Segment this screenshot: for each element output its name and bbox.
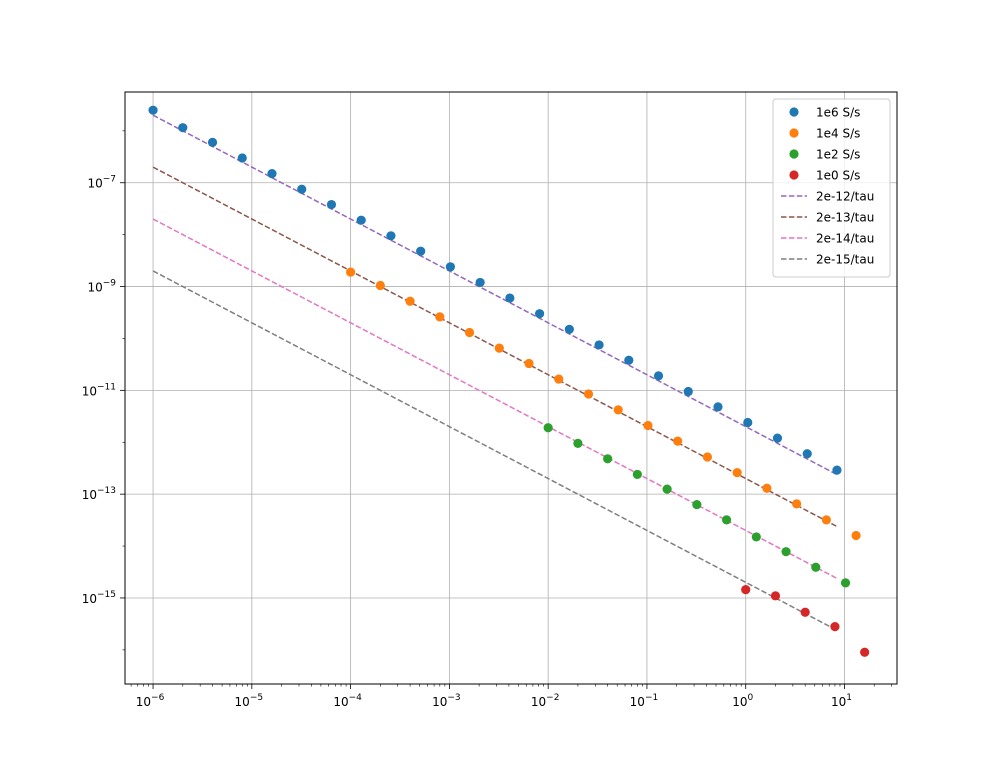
data-point xyxy=(475,277,485,288)
y-tick-label: 10−11 xyxy=(82,382,116,398)
data-point xyxy=(732,468,742,478)
data-point xyxy=(535,309,545,319)
x-tick-label: 10−4 xyxy=(333,693,362,709)
data-point xyxy=(613,405,623,415)
data-point xyxy=(741,584,751,595)
data-point xyxy=(445,262,456,272)
data-point xyxy=(603,454,613,464)
data-point xyxy=(692,499,702,510)
y-tick-label: 10−7 xyxy=(87,175,116,191)
data-point xyxy=(543,423,553,433)
data-point xyxy=(564,324,574,334)
data-point xyxy=(830,622,840,632)
axis-ticks: 10−6 10−5 10−4 10−3 10−2 10−1 100 101 10−15 10−13… xyxy=(82,130,892,709)
plot-frame xyxy=(124,91,898,685)
legend-point-marker xyxy=(789,128,799,138)
x-tick-label: 10−6 xyxy=(136,693,165,709)
legend-label: 2e-13/tau xyxy=(816,211,874,225)
data-point xyxy=(594,340,604,350)
data-point xyxy=(653,371,664,381)
data-point xyxy=(583,389,594,399)
data-point xyxy=(148,105,158,115)
data-point xyxy=(792,499,802,509)
data-point xyxy=(416,246,426,256)
data-point xyxy=(770,591,781,601)
data-points xyxy=(148,105,870,657)
x-tick-label: 10−3 xyxy=(432,693,461,709)
data-point xyxy=(494,343,504,353)
data-point xyxy=(743,417,753,428)
data-point xyxy=(624,355,634,365)
data-point xyxy=(800,607,810,617)
legend-label: 2e-12/tau xyxy=(816,190,874,204)
fit-line-7 xyxy=(152,270,838,631)
data-point xyxy=(643,420,653,431)
data-point xyxy=(573,438,583,449)
y-tick-label: 10−15 xyxy=(82,590,116,606)
data-point xyxy=(632,469,642,480)
data-point xyxy=(721,515,732,525)
legend-box xyxy=(772,98,891,278)
data-point xyxy=(524,358,534,369)
data-point xyxy=(662,484,672,494)
data-point xyxy=(464,327,475,338)
data-point xyxy=(178,123,188,133)
x-tick-label: 10−1 xyxy=(630,693,659,709)
legend-point-marker xyxy=(789,107,799,117)
data-point xyxy=(346,267,356,277)
data-point xyxy=(435,312,445,322)
data-point xyxy=(851,530,861,541)
data-point xyxy=(326,199,337,210)
data-point xyxy=(207,137,218,147)
data-point xyxy=(840,578,851,588)
data-point xyxy=(386,231,396,241)
data-point xyxy=(702,452,713,462)
legend-label: 1e0 S/s xyxy=(816,169,860,183)
legend: 1e6 S/s 1e4 S/s 1e2 S/s 1e0 S/s 2e-12/tau 2e-… xyxy=(772,98,891,278)
data-point xyxy=(673,436,683,446)
legend-label: 1e4 S/s xyxy=(816,127,860,141)
data-point xyxy=(802,449,812,459)
x-tick-label: 100 xyxy=(732,693,753,709)
data-point xyxy=(554,374,564,384)
data-point xyxy=(860,647,870,657)
data-point xyxy=(237,153,247,163)
data-point xyxy=(762,483,772,493)
y-tick-label: 10−13 xyxy=(82,486,116,502)
data-point xyxy=(751,532,761,542)
data-point xyxy=(772,433,783,443)
data-point xyxy=(505,293,515,303)
data-point xyxy=(832,465,842,475)
data-point xyxy=(267,168,277,179)
data-point xyxy=(375,280,385,291)
x-tick-label: 10−5 xyxy=(235,693,264,709)
legend-label: 1e6 S/s xyxy=(816,106,860,120)
data-point xyxy=(821,515,831,525)
fit-line-5 xyxy=(152,166,838,528)
legend-point-marker xyxy=(789,149,799,159)
legend-label: 1e2 S/s xyxy=(816,148,860,162)
x-tick-label: 10−2 xyxy=(531,693,560,709)
data-point xyxy=(405,296,415,306)
data-point xyxy=(811,562,821,572)
legend-label: 2e-14/tau xyxy=(816,232,874,246)
x-tick-label: 101 xyxy=(831,693,852,709)
data-point xyxy=(683,386,693,397)
data-point xyxy=(781,547,791,557)
legend-label: 2e-15/tau xyxy=(816,253,874,267)
legend-point-marker xyxy=(789,170,799,180)
data-point xyxy=(297,184,307,194)
data-point xyxy=(713,402,723,412)
data-point xyxy=(356,215,366,225)
y-tick-label: 10−9 xyxy=(87,279,116,295)
fit-line-4 xyxy=(152,114,838,476)
